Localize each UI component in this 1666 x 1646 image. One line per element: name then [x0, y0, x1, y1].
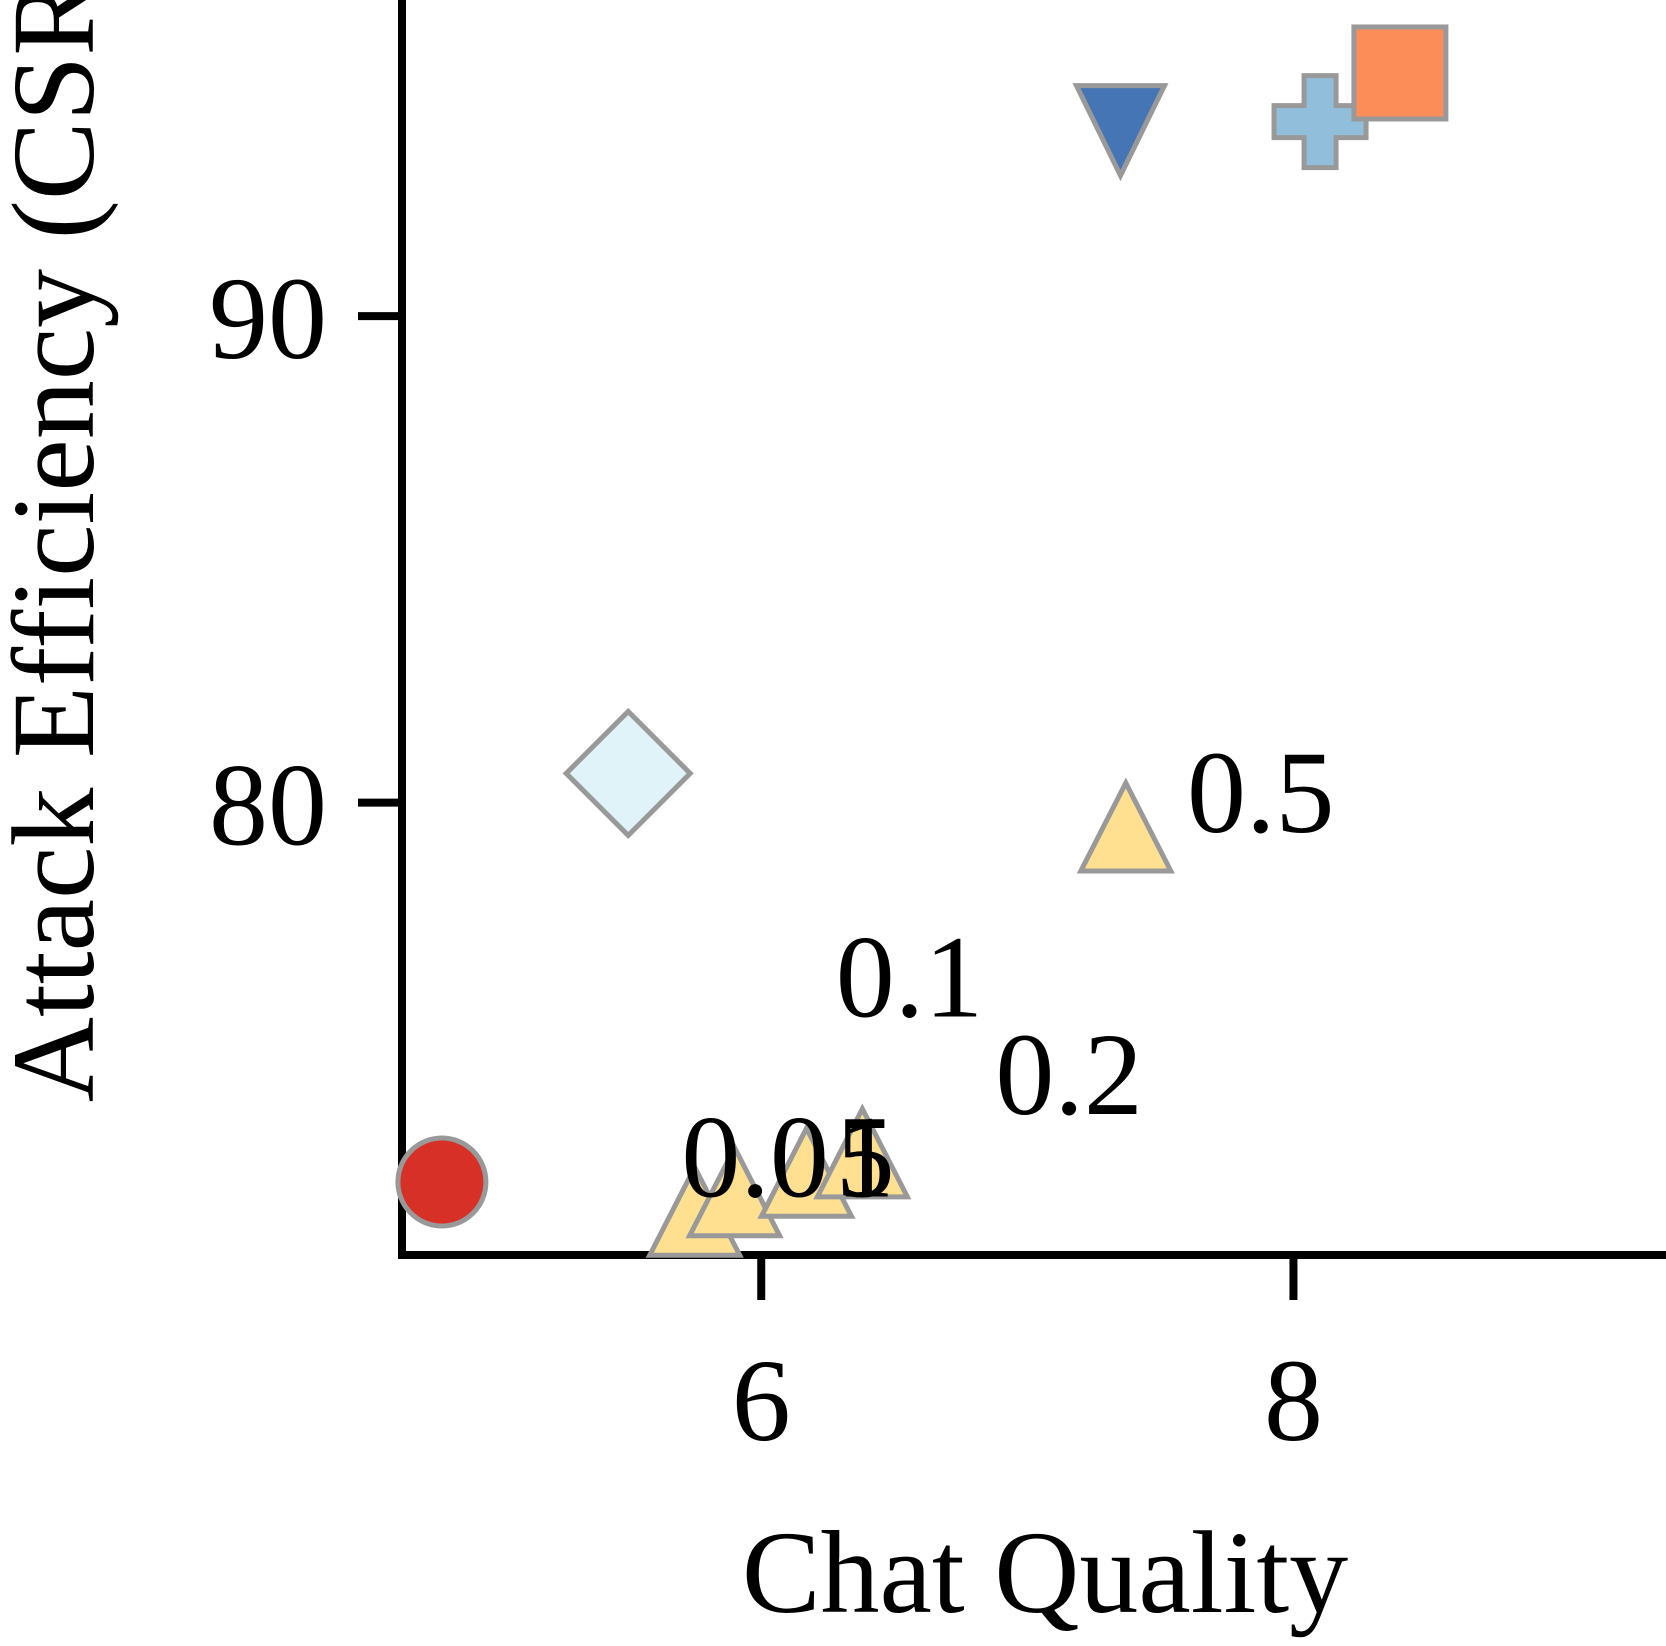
x-axis-title: Chat Quality	[742, 1507, 1348, 1638]
point-label-4: 0.2	[995, 1009, 1143, 1140]
data-point-diamond-1	[562, 707, 694, 839]
point-label-5: 0.5	[1187, 727, 1335, 858]
data-point-triangle-0.05	[685, 1142, 784, 1239]
point-label-2: 1	[836, 1092, 895, 1223]
data-point-triangle-0.5	[1076, 777, 1175, 874]
point-label-3: 0.1	[836, 912, 984, 1043]
y-axis-title: Attack Efficiency (CSR)	[0, 0, 119, 1102]
x-tick-label-8: 8	[1264, 1335, 1323, 1466]
data-point-square-4	[1351, 24, 1449, 122]
ticks: 6 8 80 90	[209, 253, 1323, 1466]
point-label-0: 0.0	[681, 1092, 829, 1223]
y-tick-label-80: 80	[209, 740, 327, 871]
y-tick-label-90: 90	[209, 253, 327, 384]
data-points	[395, 24, 1449, 1258]
data-point-triangle-0.2	[813, 1103, 912, 1200]
x-tick-label-6: 6	[732, 1335, 791, 1466]
point-label-1: 5	[836, 1092, 895, 1223]
data-point-plus-3	[1271, 73, 1369, 171]
data-point-triangle-down-2	[1072, 83, 1169, 182]
data-point-circle-0	[395, 1135, 489, 1229]
point-labels: 0.0 51 0.10.2 0.5	[681, 727, 1334, 1223]
axes	[398, 0, 1666, 1259]
